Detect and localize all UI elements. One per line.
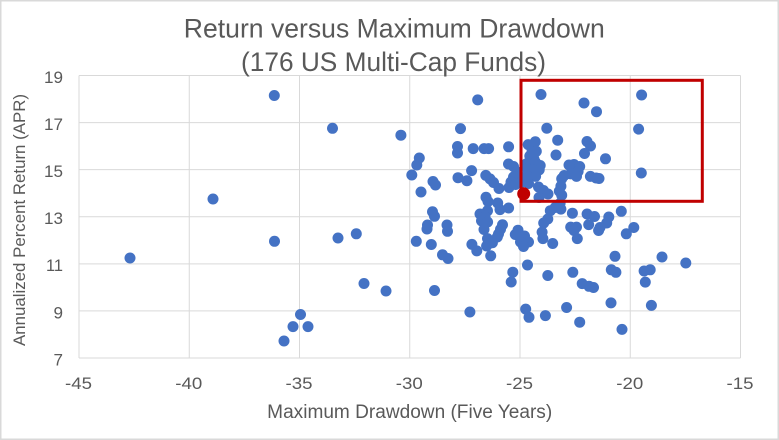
svg-text:17: 17 <box>44 115 63 134</box>
svg-text:Annualized Percent Return (APR: Annualized Percent Return (APR) <box>10 94 29 346</box>
svg-text:-25: -25 <box>506 374 533 393</box>
svg-text:-15: -15 <box>727 374 754 393</box>
svg-text:-20: -20 <box>616 374 643 393</box>
svg-text:7: 7 <box>54 350 64 369</box>
svg-text:13: 13 <box>44 209 63 228</box>
svg-text:-30: -30 <box>396 374 423 393</box>
svg-text:-40: -40 <box>175 374 202 393</box>
svg-text:Maximum Drawdown (Five Years): Maximum Drawdown (Five Years) <box>267 402 552 423</box>
svg-text:9: 9 <box>54 303 64 322</box>
svg-text:-45: -45 <box>65 374 92 393</box>
svg-text:-35: -35 <box>286 374 313 393</box>
svg-text:11: 11 <box>46 256 63 275</box>
svg-text:(176 US Multi-Cap Funds): (176 US Multi-Cap Funds) <box>241 47 546 77</box>
svg-text:Return versus Maximum Drawdown: Return versus Maximum Drawdown <box>184 14 605 44</box>
svg-text:15: 15 <box>44 162 63 181</box>
svg-text:19: 19 <box>44 68 63 87</box>
